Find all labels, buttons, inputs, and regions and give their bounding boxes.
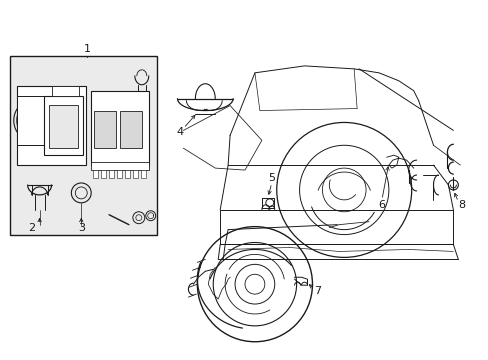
Bar xyxy=(101,170,106,178)
Bar xyxy=(117,170,122,178)
Circle shape xyxy=(197,227,312,342)
Circle shape xyxy=(276,122,411,257)
Bar xyxy=(43,96,83,155)
Bar xyxy=(48,105,78,148)
Text: 6: 6 xyxy=(378,200,385,210)
Bar xyxy=(17,86,86,165)
Bar xyxy=(133,170,138,178)
Bar xyxy=(109,170,114,178)
Bar xyxy=(91,162,148,170)
Text: 5: 5 xyxy=(268,173,275,183)
Bar xyxy=(124,170,130,178)
Bar xyxy=(94,111,116,148)
Text: 2: 2 xyxy=(28,222,35,233)
Bar xyxy=(120,111,142,148)
Bar xyxy=(141,170,145,178)
Text: 3: 3 xyxy=(78,222,84,233)
Bar xyxy=(51,86,79,96)
Text: 1: 1 xyxy=(83,44,91,54)
Text: 4: 4 xyxy=(177,127,183,138)
Text: 8: 8 xyxy=(457,200,464,210)
Bar xyxy=(10,56,156,235)
Text: 7: 7 xyxy=(313,286,320,296)
Bar xyxy=(17,96,46,145)
Bar xyxy=(93,170,98,178)
Bar xyxy=(91,91,148,165)
